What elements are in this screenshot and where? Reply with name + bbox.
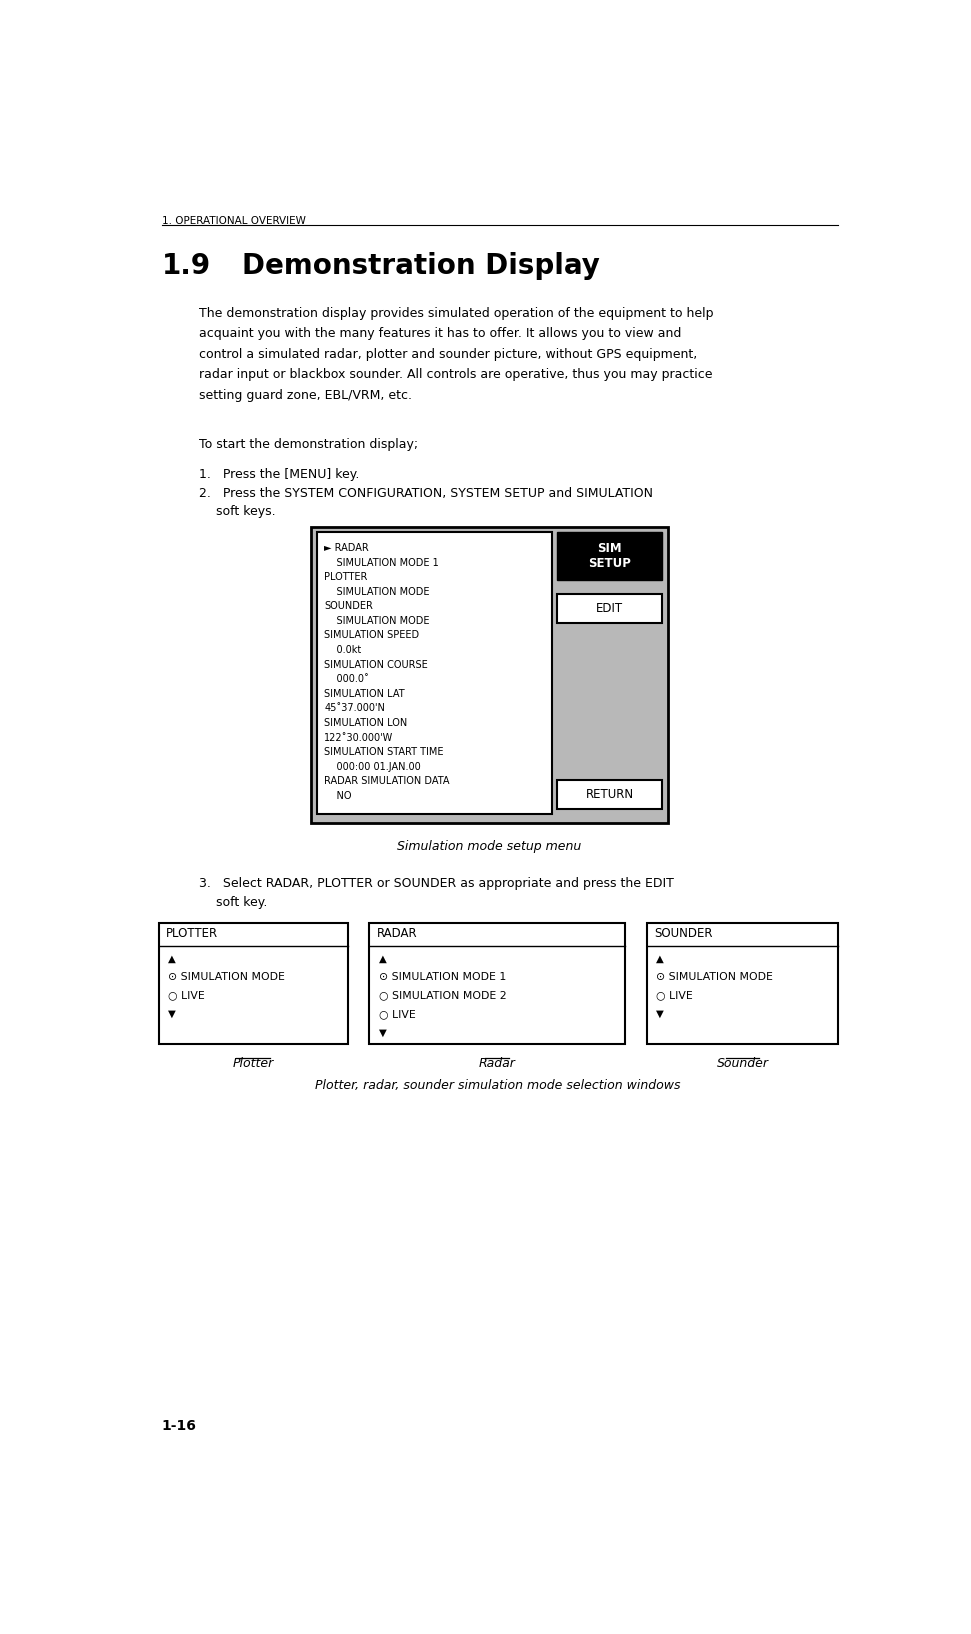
Text: 000:00 01.JAN.00: 000:00 01.JAN.00 [324, 761, 421, 771]
Text: 45˚37.000'N: 45˚37.000'N [324, 703, 385, 714]
Text: setting guard zone, EBL/VRM, etc.: setting guard zone, EBL/VRM, etc. [199, 389, 412, 402]
Text: SIMULATION LAT: SIMULATION LAT [324, 690, 405, 699]
Text: SIM
SETUP: SIM SETUP [588, 542, 631, 570]
Text: Radar: Radar [479, 1057, 516, 1070]
Text: NO: NO [324, 791, 352, 801]
Text: SOUNDER: SOUNDER [324, 601, 373, 611]
Bar [312, 526, 668, 824]
Text: SIMULATION COURSE: SIMULATION COURSE [324, 660, 428, 670]
Text: SIMULATION MODE 1: SIMULATION MODE 1 [324, 557, 439, 567]
Text: ▲: ▲ [379, 953, 386, 964]
Text: 122˚30.000'W: 122˚30.000'W [324, 732, 393, 742]
Text: ▲: ▲ [656, 953, 664, 964]
Text: ▼: ▼ [379, 1028, 386, 1038]
Text: Plotter, radar, sounder simulation mode selection windows: Plotter, radar, sounder simulation mode … [315, 1078, 681, 1092]
Bar [557, 593, 662, 623]
Text: 1-16: 1-16 [162, 1418, 196, 1433]
Text: 0.0kt: 0.0kt [324, 645, 361, 655]
Text: SIMULATION MODE: SIMULATION MODE [324, 587, 430, 596]
Text: SIMULATION MODE: SIMULATION MODE [324, 616, 430, 626]
Text: ⊙ SIMULATION MODE 1: ⊙ SIMULATION MODE 1 [379, 972, 506, 982]
Text: control a simulated radar, plotter and sounder picture, without GPS equipment,: control a simulated radar, plotter and s… [199, 348, 697, 361]
Bar [647, 923, 838, 1044]
Bar [317, 533, 552, 814]
Text: 1.9: 1.9 [162, 252, 211, 279]
Text: ► RADAR: ► RADAR [324, 542, 369, 552]
Text: ▼: ▼ [168, 1008, 176, 1020]
Bar [369, 923, 625, 1044]
Text: SIMULATION START TIME: SIMULATION START TIME [324, 747, 444, 757]
Text: soft keys.: soft keys. [216, 505, 276, 518]
Text: To start the demonstration display;: To start the demonstration display; [199, 438, 418, 451]
Text: ⊙ SIMULATION MODE: ⊙ SIMULATION MODE [168, 972, 285, 982]
Text: ⊙ SIMULATION MODE: ⊙ SIMULATION MODE [656, 972, 773, 982]
Bar [557, 533, 662, 580]
Text: EDIT: EDIT [596, 601, 623, 614]
Text: SIMULATION LON: SIMULATION LON [324, 717, 408, 729]
Text: PLOTTER: PLOTTER [324, 572, 368, 582]
Text: Sounder: Sounder [717, 1057, 768, 1070]
Text: ▲: ▲ [168, 953, 176, 964]
Text: ○ LIVE: ○ LIVE [656, 990, 693, 1000]
Text: soft key.: soft key. [216, 895, 267, 909]
Text: 2.   Press the SYSTEM CONFIGURATION, SYSTEM SETUP and SIMULATION: 2. Press the SYSTEM CONFIGURATION, SYSTE… [199, 487, 653, 500]
Bar [158, 923, 348, 1044]
Text: acquaint you with the many features it has to offer. It allows you to view and: acquaint you with the many features it h… [199, 327, 682, 340]
Text: ○ LIVE: ○ LIVE [379, 1008, 416, 1020]
Text: 1.   Press the [MENU] key.: 1. Press the [MENU] key. [199, 467, 359, 480]
Text: RADAR SIMULATION DATA: RADAR SIMULATION DATA [324, 776, 450, 786]
Text: RETURN: RETURN [586, 788, 634, 801]
Text: 1. OPERATIONAL OVERVIEW: 1. OPERATIONAL OVERVIEW [162, 216, 306, 225]
Text: PLOTTER: PLOTTER [166, 926, 218, 940]
Text: 000.0˚: 000.0˚ [324, 675, 369, 685]
Text: ○ SIMULATION MODE 2: ○ SIMULATION MODE 2 [379, 990, 506, 1000]
Text: SOUNDER: SOUNDER [654, 926, 713, 940]
Bar [557, 779, 662, 809]
Text: 3.   Select RADAR, PLOTTER or SOUNDER as appropriate and press the EDIT: 3. Select RADAR, PLOTTER or SOUNDER as a… [199, 877, 674, 891]
Text: Plotter: Plotter [232, 1057, 274, 1070]
Text: ○ LIVE: ○ LIVE [168, 990, 205, 1000]
Text: SIMULATION SPEED: SIMULATION SPEED [324, 631, 419, 641]
Text: radar input or blackbox sounder. All controls are operative, thus you may practi: radar input or blackbox sounder. All con… [199, 368, 713, 381]
Text: The demonstration display provides simulated operation of the equipment to help: The demonstration display provides simul… [199, 307, 714, 320]
Text: ▼: ▼ [656, 1008, 664, 1020]
Text: Demonstration Display: Demonstration Display [242, 252, 599, 279]
Text: Simulation mode setup menu: Simulation mode setup menu [397, 840, 582, 853]
Text: RADAR: RADAR [377, 926, 418, 940]
